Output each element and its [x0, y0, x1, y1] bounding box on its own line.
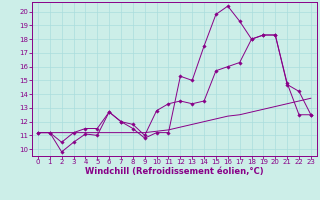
X-axis label: Windchill (Refroidissement éolien,°C): Windchill (Refroidissement éolien,°C) — [85, 167, 264, 176]
